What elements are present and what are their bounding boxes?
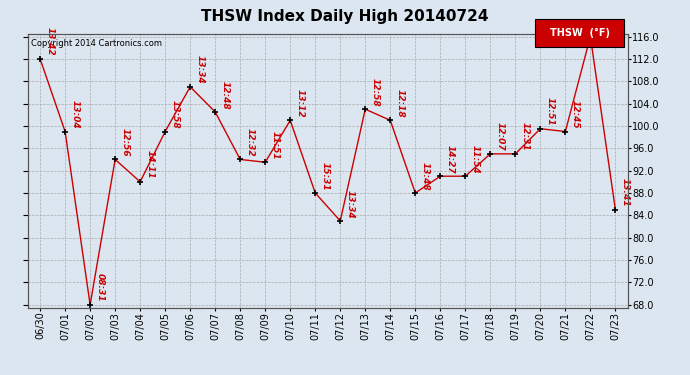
- Text: 08:31: 08:31: [96, 273, 105, 302]
- Text: 12:56: 12:56: [121, 128, 130, 157]
- Text: 13:48: 13:48: [421, 162, 430, 190]
- Text: 14:27: 14:27: [446, 145, 455, 173]
- Text: 12:32: 12:32: [246, 128, 255, 157]
- Text: 14:11: 14:11: [146, 150, 155, 179]
- Text: 12:31: 12:31: [521, 123, 530, 151]
- Text: 12:07: 12:07: [496, 123, 505, 151]
- Text: 13:58: 13:58: [170, 100, 179, 129]
- Text: THSW Index Daily High 20140724: THSW Index Daily High 20140724: [201, 9, 489, 24]
- Text: Copyright 2014 Cartronics.com: Copyright 2014 Cartronics.com: [30, 39, 161, 48]
- Text: THSW  (°F): THSW (°F): [550, 28, 609, 38]
- Text: 12:45: 12:45: [571, 100, 580, 129]
- Text: 11:51: 11:51: [270, 131, 279, 159]
- Text: 15:31: 15:31: [321, 162, 330, 190]
- Text: 13:34: 13:34: [346, 189, 355, 218]
- Text: 12:18: 12:18: [396, 89, 405, 118]
- Text: 13:34: 13:34: [196, 56, 205, 84]
- Text: 13:12: 13:12: [296, 89, 305, 118]
- Text: 13:04: 13:04: [70, 100, 79, 129]
- Text: 12:58: 12:58: [371, 78, 380, 106]
- Text: 13:42: 13:42: [46, 27, 55, 56]
- Text: 13:41: 13:41: [621, 178, 630, 207]
- Text: 12:48: 12:48: [221, 81, 230, 109]
- Text: 12:51: 12:51: [546, 98, 555, 126]
- Text: 11:54: 11:54: [471, 145, 480, 173]
